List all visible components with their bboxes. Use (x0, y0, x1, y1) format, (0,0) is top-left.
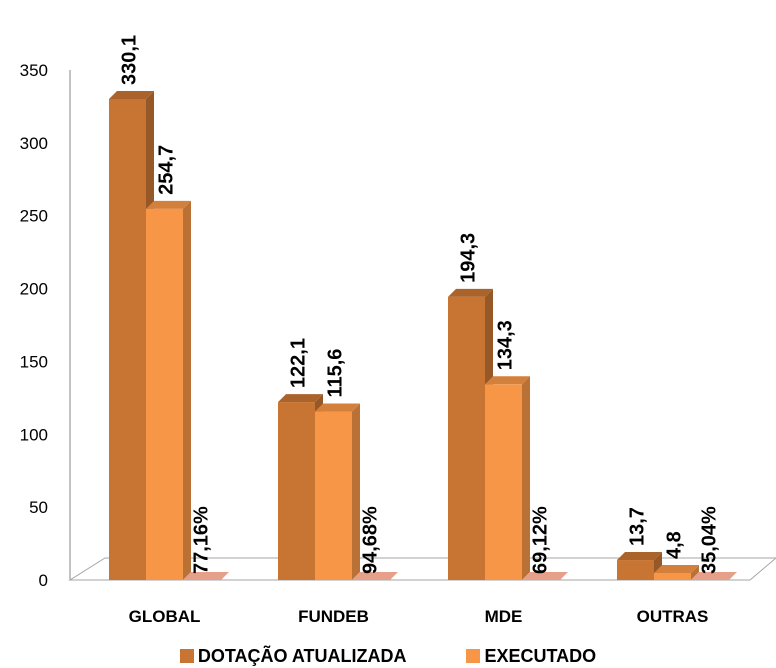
bar-executado-top (315, 403, 360, 412)
bar-executado-side (522, 376, 530, 580)
bar-chart: 0 50 100 150 200 250 300 350 330,1 254,7 77,16% GL… (20, 35, 776, 626)
y-tick-label: 250 (20, 207, 48, 226)
data-label-executado: 254,7 (156, 145, 178, 195)
bar-executado-top (485, 376, 530, 385)
y-tick-label: 0 (39, 571, 48, 590)
x-category-label: GLOBAL (129, 607, 201, 626)
y-tick-label: 200 (20, 280, 48, 299)
bar-executado (146, 200, 191, 580)
bar-executado-top (146, 200, 191, 209)
bar-dotacao-top (278, 394, 323, 403)
data-label-percent: 77,16% (191, 506, 213, 574)
data-label-executado: 115,6 (325, 349, 347, 398)
bar-executado-front (315, 411, 352, 580)
chart-bars (109, 90, 737, 581)
bar-dotacao-front (617, 560, 654, 580)
legend-swatch-dotacao (179, 649, 194, 663)
bar-executado-front (654, 573, 691, 580)
bar-dotacao-front (109, 98, 146, 581)
data-label-dotacao: 13,7 (627, 507, 649, 546)
data-label-percent: 35,04% (699, 506, 721, 574)
y-tick-label: 300 (20, 134, 48, 153)
data-label-percent: 94,68% (360, 506, 382, 574)
percent-marker (522, 572, 568, 580)
bar-executado-top (654, 565, 699, 574)
y-tick-label: 350 (20, 61, 48, 80)
data-label-percent: 69,12% (530, 506, 552, 574)
legend-label-dotacao: DOTAÇÃO ATUALIZADA (197, 645, 407, 666)
bar-executado (485, 376, 530, 580)
bar-executado (315, 403, 360, 580)
percent-marker (691, 572, 737, 580)
bar-executado-front (146, 208, 183, 580)
legend-item-dotacao: DOTAÇÃO ATUALIZADA (179, 645, 407, 667)
bar-dotacao-top (617, 552, 662, 561)
x-category-label: FUNDEB (298, 607, 369, 626)
data-label-dotacao: 194,3 (458, 233, 480, 283)
chart-labels: 330,1 254,7 77,16% GLOBAL 122,1 115,6 94,68% FU… (119, 35, 721, 626)
x-category-label: OUTRAS (637, 607, 709, 626)
bar-dotacao-front (278, 402, 315, 580)
y-tick-label: 50 (29, 498, 48, 517)
data-label-executado: 134,3 (495, 320, 517, 370)
bar-executado-side (352, 403, 360, 580)
chart-axes: 0 50 100 150 200 250 300 350 (20, 61, 71, 590)
legend-label-executado: EXECUTADO (484, 645, 597, 666)
data-label-dotacao: 122,1 (288, 338, 310, 388)
legend-item-executado: EXECUTADO (466, 646, 596, 667)
bar-dotacao-front (448, 296, 485, 580)
bar-executado-side (183, 200, 191, 580)
bar-executado (654, 565, 699, 580)
bar-dotacao-top (109, 90, 154, 99)
data-label-dotacao: 330,1 (119, 35, 141, 85)
data-label-executado: 4,8 (664, 531, 686, 559)
x-category-label: MDE (485, 607, 523, 626)
bar-executado-side (691, 565, 699, 580)
percent-marker (183, 572, 229, 580)
bar-dotacao-top (448, 288, 493, 297)
bar-executado-front (485, 384, 522, 580)
chart-legend: DOTAÇÃO ATUALIZADA EXECUTADO (0, 644, 776, 668)
y-tick-label: 150 (20, 352, 48, 371)
legend-swatch-executado (466, 649, 481, 663)
percent-marker (352, 572, 398, 580)
y-tick-label: 100 (20, 425, 48, 444)
